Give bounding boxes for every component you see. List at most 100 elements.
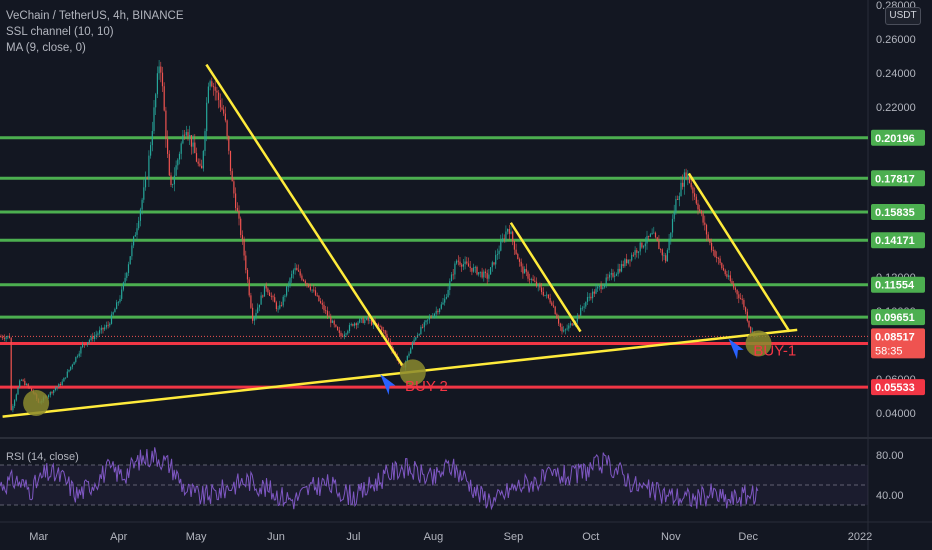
candle-body <box>626 259 628 264</box>
candle-body <box>541 287 543 293</box>
candle-body <box>172 184 174 186</box>
candle-body <box>206 102 208 132</box>
candle-body <box>231 171 233 182</box>
candle-body <box>7 335 9 338</box>
indicator-ssl-channel[interactable]: SSL channel (10, 10) <box>6 26 114 38</box>
y-tick-label: 0.26000 <box>876 34 916 46</box>
candle-body <box>54 388 56 390</box>
x-tick-label: Sep <box>504 531 524 543</box>
candle-body <box>462 264 464 267</box>
candle-body <box>76 356 79 357</box>
candle-body <box>73 362 75 365</box>
candle-body <box>473 267 475 272</box>
candle-body <box>260 295 262 305</box>
candle-body <box>127 264 130 273</box>
level-price-tag <box>871 309 925 326</box>
y-tick-label: 0.22000 <box>876 102 916 114</box>
candle-body <box>61 381 63 386</box>
symbol-title: VeChain / TetherUS, 4h, BINANCE <box>6 10 184 22</box>
candle-body <box>639 242 641 252</box>
candle-body <box>513 241 515 250</box>
candle-body <box>117 301 119 303</box>
candle-body <box>597 286 599 289</box>
candle-body <box>275 302 277 310</box>
candle-body <box>182 134 184 144</box>
candle-body <box>252 307 254 321</box>
candle-body <box>139 209 141 221</box>
candle-body <box>177 159 179 166</box>
candle-body <box>731 281 733 284</box>
candle-body <box>592 291 594 299</box>
candle-body <box>675 199 677 213</box>
candle-body <box>631 254 633 261</box>
candle-body <box>229 150 232 172</box>
candle-body <box>743 300 745 308</box>
candle-body <box>573 323 575 326</box>
candle-body <box>280 305 283 306</box>
candle-body <box>313 289 315 291</box>
indicator-moving-average[interactable]: MA (9, close, 0) <box>6 42 86 54</box>
candle-body <box>610 272 612 275</box>
last-price-tag <box>871 328 925 359</box>
candle-body <box>299 271 301 276</box>
candle-body <box>517 254 519 260</box>
candle-body <box>665 255 667 262</box>
candle-body <box>719 258 721 264</box>
candle-body <box>478 272 480 275</box>
candle-body <box>643 246 645 248</box>
candle-body <box>716 256 718 259</box>
candle-body <box>233 181 235 194</box>
candle-body <box>48 395 50 398</box>
candle-body <box>649 234 651 237</box>
candle-body <box>267 288 269 293</box>
candle-body <box>507 228 509 232</box>
candle-body <box>484 271 487 274</box>
candle-body <box>508 228 510 234</box>
candle-body <box>384 330 386 334</box>
candle-body <box>301 275 303 280</box>
candle-body <box>656 237 658 242</box>
candle-body <box>124 277 126 283</box>
candle-body <box>348 325 351 332</box>
candle-body <box>333 320 335 325</box>
candle-body <box>352 324 354 326</box>
candle-body <box>551 302 553 306</box>
candle-body <box>524 268 526 274</box>
level-price-label: 0.20196 <box>875 133 915 145</box>
candle-body <box>173 175 175 185</box>
candle-body <box>658 241 660 250</box>
candle-body <box>500 241 502 251</box>
candle-body <box>93 335 96 339</box>
buy-arrow-icon <box>380 374 396 396</box>
currency-badge[interactable]: USDT <box>885 7 921 25</box>
candle-body <box>615 274 617 276</box>
rsi-indicator-label[interactable]: RSI (14, close) <box>6 451 79 463</box>
candle-body <box>685 172 687 178</box>
candle-body <box>102 327 104 330</box>
candle-body <box>563 330 565 332</box>
candle-body <box>328 315 330 317</box>
candle-body <box>654 232 657 238</box>
candle-body <box>410 348 412 354</box>
candle-body <box>95 334 97 336</box>
candle-body <box>389 341 391 346</box>
candle-body <box>593 291 595 294</box>
candle-body <box>750 326 752 333</box>
candle-body <box>603 284 606 288</box>
candle-body <box>160 66 162 73</box>
candle-body <box>367 317 369 321</box>
candle-body <box>88 340 90 343</box>
candle-body <box>59 383 62 386</box>
candle-body <box>569 323 572 326</box>
candle-body <box>449 281 451 290</box>
candle-body <box>0 336 2 338</box>
rsi-line <box>0 447 759 511</box>
candle-body <box>641 242 643 248</box>
candle-body <box>303 279 305 281</box>
rsi-y-tick-label: 80.00 <box>876 450 904 462</box>
candle-body <box>558 318 560 324</box>
level-price-label: 0.15835 <box>875 207 915 219</box>
level-price-tag <box>871 276 925 293</box>
trendline <box>687 172 791 333</box>
